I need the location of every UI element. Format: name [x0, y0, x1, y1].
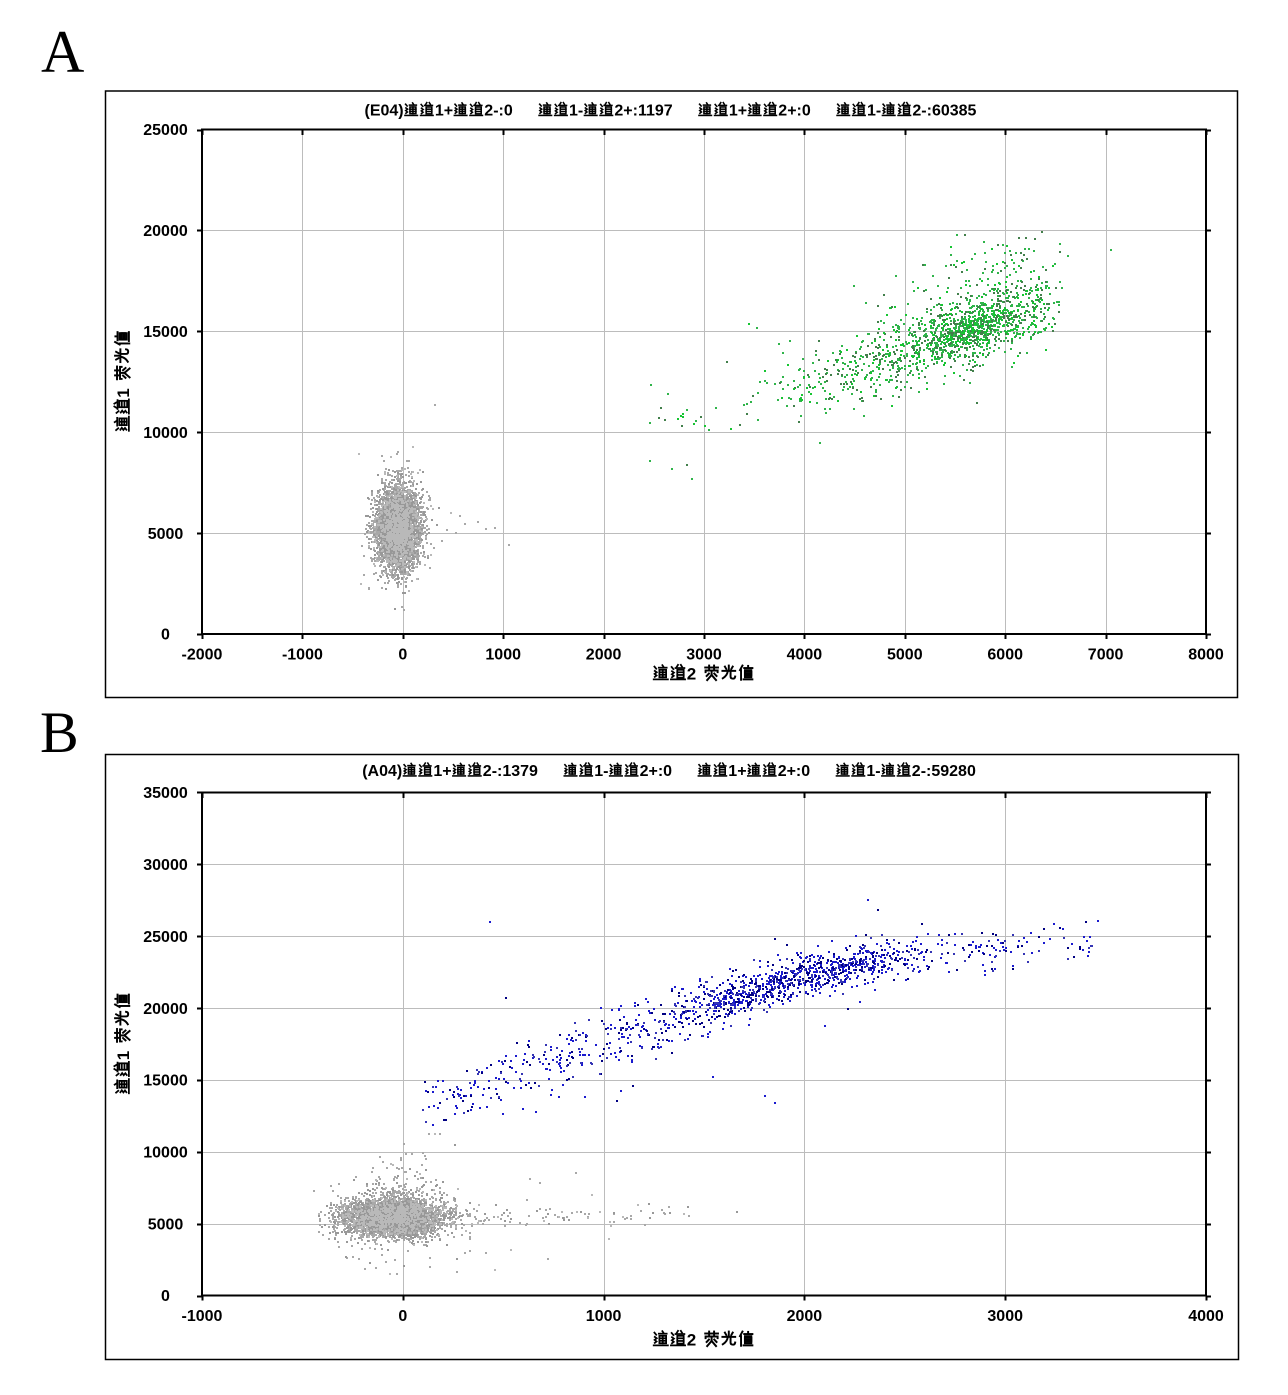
svg-text:3000: 3000 — [987, 1308, 1023, 1325]
svg-text:8000: 8000 — [1188, 647, 1224, 664]
svg-text:(A04): (A04) — [362, 763, 402, 780]
svg-text:1+: 1+ — [435, 103, 453, 120]
svg-text:7000: 7000 — [1088, 647, 1124, 664]
svg-text:20000: 20000 — [143, 1001, 188, 1018]
svg-text:-2000: -2000 — [182, 647, 223, 664]
svg-text:2000: 2000 — [586, 647, 622, 664]
svg-text:6000: 6000 — [987, 647, 1023, 664]
svg-text:2-:0: 2-:0 — [484, 103, 513, 120]
svg-text:2-:60385: 2-:60385 — [912, 103, 976, 120]
svg-text:1: 1 — [114, 1051, 133, 1060]
svg-text:2+:0: 2+:0 — [778, 763, 811, 780]
svg-text:0: 0 — [398, 647, 407, 664]
svg-text:1000: 1000 — [586, 1308, 622, 1325]
svg-text:1+: 1+ — [433, 763, 451, 780]
svg-text:15000: 15000 — [143, 324, 188, 341]
svg-text:2: 2 — [687, 665, 696, 684]
svg-text:10000: 10000 — [143, 425, 188, 442]
svg-text:5000: 5000 — [148, 526, 184, 543]
svg-text:25000: 25000 — [143, 929, 188, 946]
svg-text:0: 0 — [398, 1308, 407, 1325]
svg-text:2-:1379: 2-:1379 — [483, 763, 538, 780]
svg-text:15000: 15000 — [143, 1073, 188, 1090]
svg-text:2000: 2000 — [787, 1308, 823, 1325]
svg-text:1+: 1+ — [729, 103, 747, 120]
svg-text:1+: 1+ — [728, 763, 746, 780]
svg-text:0: 0 — [161, 1288, 170, 1305]
svg-text:3000: 3000 — [686, 647, 722, 664]
svg-text:1-: 1- — [569, 103, 583, 120]
svg-text:5000: 5000 — [148, 1216, 184, 1233]
svg-text:2: 2 — [687, 1331, 696, 1350]
svg-text:(E04): (E04) — [365, 103, 404, 120]
svg-text:1-: 1- — [866, 763, 880, 780]
svg-text:1-: 1- — [867, 103, 881, 120]
svg-text:1-: 1- — [594, 763, 608, 780]
svg-text:10000: 10000 — [143, 1145, 188, 1162]
svg-text:5000: 5000 — [887, 647, 923, 664]
svg-text:-1000: -1000 — [282, 647, 323, 664]
svg-text:4000: 4000 — [1188, 1308, 1224, 1325]
svg-text:20000: 20000 — [143, 223, 188, 240]
svg-text:2+:0: 2+:0 — [778, 103, 811, 120]
svg-text:1: 1 — [114, 388, 133, 397]
svg-text:2+:0: 2+:0 — [640, 763, 673, 780]
svg-text:2+:1197: 2+:1197 — [614, 103, 672, 120]
svg-text:25000: 25000 — [143, 122, 188, 139]
svg-text:2-:59280: 2-:59280 — [912, 763, 976, 780]
svg-text:-1000: -1000 — [182, 1308, 223, 1325]
svg-text:4000: 4000 — [787, 647, 823, 664]
svg-text:1000: 1000 — [485, 647, 521, 664]
svg-text:0: 0 — [161, 627, 170, 644]
svg-text:35000: 35000 — [143, 785, 188, 802]
svg-text:30000: 30000 — [143, 857, 188, 874]
